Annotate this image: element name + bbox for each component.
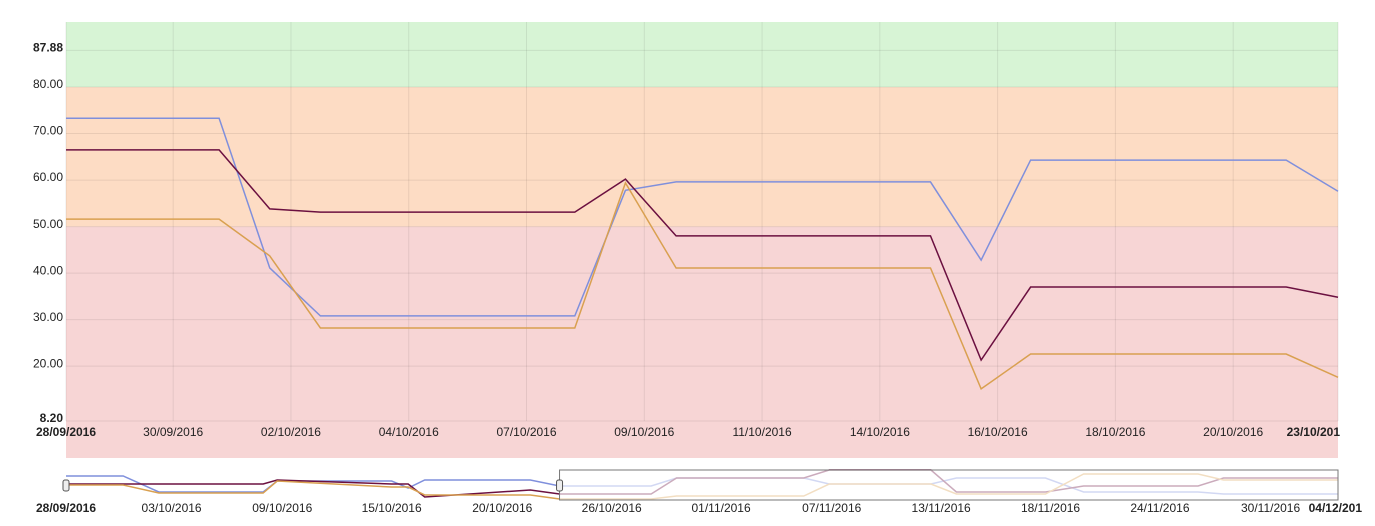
navigator-tick-label: 15/10/2016: [362, 501, 422, 515]
y-tick-label: 60.00: [33, 170, 63, 184]
y-tick-label: 30.00: [33, 310, 63, 324]
x-tick-label: 07/10/2016: [496, 425, 556, 439]
y-tick-label: 8.20: [40, 411, 64, 425]
navigator-tick-label: 04/12/201: [1309, 501, 1363, 515]
navigator-tick-label: 20/10/2016: [472, 501, 532, 515]
threshold-band: [66, 226, 1338, 458]
navigator-handle[interactable]: [62, 479, 70, 492]
x-tick-label: 28/09/2016: [36, 425, 96, 439]
navigator-tick-label: 13/11/2016: [912, 501, 971, 515]
x-tick-label: 20/10/2016: [1203, 425, 1263, 439]
x-tick-label: 14/10/2016: [850, 425, 910, 439]
y-tick-label: 80.00: [33, 77, 63, 91]
navigator-tick-label: 24/11/2016: [1130, 501, 1189, 515]
y-tick-label: 20.00: [33, 356, 63, 370]
x-tick-label: 02/10/2016: [261, 425, 321, 439]
navigator-tick-label: 01/11/2016: [691, 501, 750, 515]
x-tick-label: 18/10/2016: [1085, 425, 1145, 439]
navigator-tick-label: 07/11/2016: [802, 501, 861, 515]
x-tick-label: 11/10/2016: [732, 425, 791, 439]
x-tick-label: 04/10/2016: [379, 425, 439, 439]
y-tick-label: 40.00: [33, 263, 63, 277]
y-tick-label: 50.00: [33, 217, 63, 231]
navigator-handle[interactable]: [556, 479, 564, 492]
x-tick-label: 09/10/2016: [614, 425, 674, 439]
series-line: [66, 149, 1339, 362]
x-tick-label: 23/10/201: [1287, 425, 1341, 439]
navigator-tick-label: 30/11/2016: [1241, 501, 1300, 515]
series-line: [66, 117, 1339, 317]
y-tick-label: 70.00: [33, 124, 63, 138]
navigator-tick-label: 26/10/2016: [582, 501, 642, 515]
threshold-band: [66, 22, 1338, 88]
y-tick-label: 87.88: [33, 41, 63, 55]
navigator-tick-label: 28/09/2016: [36, 501, 96, 515]
navigator-tick-label: 03/10/2016: [142, 501, 202, 515]
series-line: [66, 181, 1339, 391]
navigator-tick-label: 09/10/2016: [252, 501, 312, 515]
navigator-tick-label: 18/11/2016: [1021, 501, 1080, 515]
x-tick-label: 16/10/2016: [968, 425, 1028, 439]
x-tick-label: 30/09/2016: [143, 425, 203, 439]
threshold-band: [66, 87, 1338, 227]
navigator-mask: [559, 470, 1338, 500]
